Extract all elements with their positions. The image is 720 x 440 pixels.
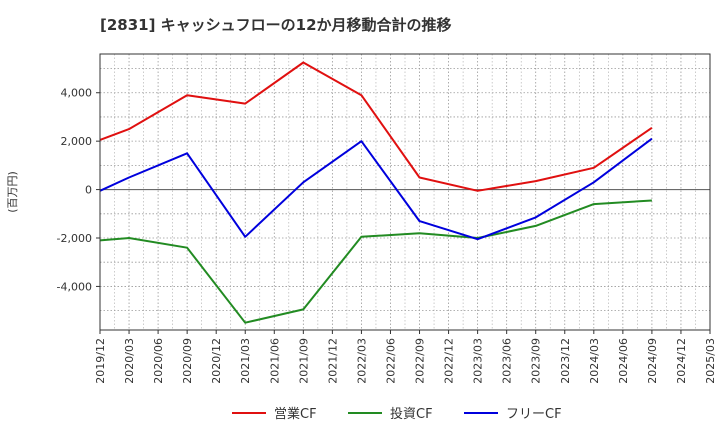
legend: 営業CF 投資CF フリーCF [232,406,562,422]
chart-title: [2831] キャッシュフローの12か月移動合計の推移 [100,16,452,34]
x-tick-label: 2020/03 [123,338,136,384]
x-tick-label: 2020/06 [152,338,165,384]
y-tick-label: -4,000 [57,280,92,293]
series-line [99,61,653,192]
x-tick-label: 2022/12 [443,338,456,384]
y-tick-label: 4,000 [61,87,93,100]
grid [100,54,710,330]
x-tick-label: 2023/03 [472,338,485,384]
x-tick-label: 2022/09 [414,338,427,384]
y-axis-label: (百万円) [6,171,19,213]
x-tick-label: 2022/06 [384,338,397,384]
series-lines [99,61,653,324]
x-tick-label: 2019/12 [94,338,107,384]
y-tick-label: 0 [85,184,92,197]
x-tick-label: 2024/12 [675,338,688,384]
x-tick-label: 2024/03 [588,338,601,384]
y-tick-label: -2,000 [57,232,92,245]
x-tick-label: 2024/06 [617,338,630,384]
x-axis: 2019/12 2020/03 2020/06 2020/09 2020/12 2021/… [94,330,717,384]
x-tick-label: 2020/09 [181,338,194,384]
x-tick-label: 2021/06 [268,338,281,384]
x-tick-label: 2022/03 [355,338,368,384]
legend-label: 投資CF [390,406,433,422]
x-tick-label: 2023/09 [530,338,543,384]
y-axis: -4,000 -2,000 0 2,000 4,000 [57,87,100,293]
y-tick-label: 2,000 [61,135,93,148]
series-line [99,199,652,324]
x-tick-label: 2024/09 [646,338,659,384]
x-tick-label: 2020/12 [210,338,223,384]
x-tick-label: 2021/09 [297,338,310,384]
x-tick-label: 2023/12 [559,338,572,384]
x-tick-label: 2021/03 [239,338,252,384]
x-tick-label: 2021/12 [326,338,339,384]
legend-label: フリーCF [506,407,562,422]
plot-border [99,53,711,331]
x-tick-label: 2025/03 [704,338,717,384]
x-tick-label: 2023/06 [501,338,514,384]
series-line [99,137,653,241]
legend-label: 営業CF [274,406,317,422]
